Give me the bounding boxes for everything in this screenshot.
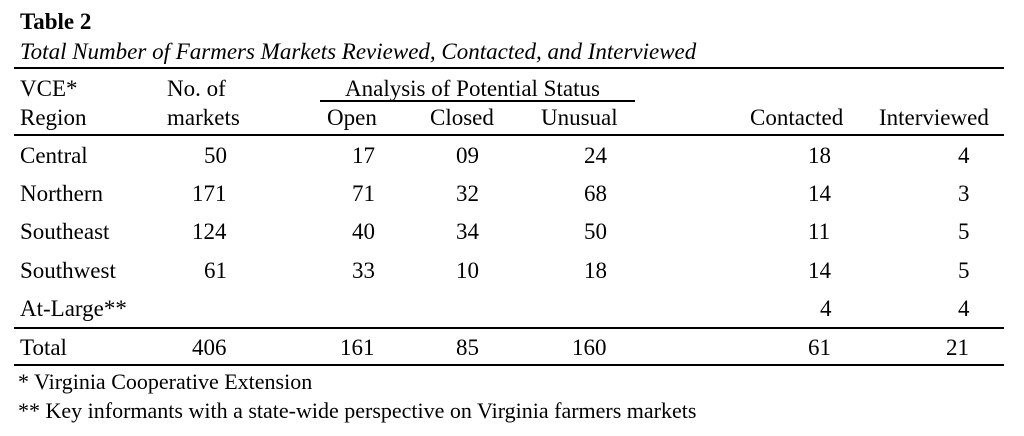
cell-markets: 61	[204, 258, 227, 283]
row-region: Central	[20, 143, 88, 168]
footnote-vce: * Virginia Cooperative Extension	[18, 369, 313, 394]
total-contacted: 61	[808, 335, 831, 360]
footnote-key-informants: ** Key informants with a state-wide pers…	[18, 398, 697, 423]
total-interviewed: 21	[946, 335, 969, 360]
header-open: Open	[327, 105, 377, 130]
cell-unusual: 24	[584, 143, 607, 168]
total-markets: 406	[192, 335, 227, 360]
row-region: Southeast	[20, 219, 110, 244]
group-underline	[320, 100, 635, 102]
header-region-line1: VCE*	[20, 76, 78, 101]
cell-closed: 32	[456, 181, 479, 206]
total-rule	[14, 327, 1004, 329]
cell-open: 33	[352, 258, 375, 283]
cell-markets: 124	[192, 219, 227, 244]
header-group-label: Analysis of Potential Status	[345, 76, 600, 101]
cell-interviewed: 5	[958, 219, 970, 244]
cell-closed: 09	[456, 143, 479, 168]
cell-contacted: 14	[808, 258, 831, 283]
bottom-rule	[14, 364, 1004, 366]
cell-contacted: 14	[808, 181, 831, 206]
cell-open: 40	[352, 219, 375, 244]
header-interviewed: Interviewed	[879, 105, 989, 130]
header-rule	[14, 134, 1004, 136]
cell-contacted: 4	[820, 296, 832, 321]
cell-contacted: 11	[808, 219, 831, 244]
cell-closed: 10	[456, 258, 479, 283]
total-unusual: 160	[572, 335, 607, 360]
row-region: Southwest	[20, 258, 116, 283]
cell-interviewed: 3	[958, 181, 970, 206]
top-rule	[14, 67, 1004, 69]
header-unusual: Unusual	[541, 105, 618, 130]
total-open: 161	[340, 335, 375, 360]
cell-markets: 50	[204, 143, 227, 168]
cell-interviewed: 4	[958, 296, 970, 321]
row-region: At-Large**	[20, 296, 127, 321]
cell-markets: 171	[192, 181, 227, 206]
header-contacted: Contacted	[750, 105, 844, 130]
cell-interviewed: 4	[958, 143, 970, 168]
cell-interviewed: 5	[958, 258, 970, 283]
total-closed: 85	[456, 335, 479, 360]
table-caption: Total Number of Farmers Markets Reviewed…	[20, 39, 697, 64]
header-region-line2: Region	[20, 105, 87, 130]
row-region: Northern	[20, 181, 104, 206]
header-markets-line1: No. of	[167, 76, 226, 101]
header-markets-line2: markets	[167, 105, 240, 130]
cell-closed: 34	[456, 219, 479, 244]
cell-open: 17	[352, 143, 375, 168]
cell-unusual: 50	[584, 219, 607, 244]
cell-open: 71	[352, 181, 375, 206]
cell-contacted: 18	[808, 143, 831, 168]
total-label: Total	[20, 335, 67, 360]
table-title: Table 2	[20, 9, 92, 34]
cell-unusual: 68	[584, 181, 607, 206]
header-closed: Closed	[430, 105, 494, 130]
cell-unusual: 18	[584, 258, 607, 283]
